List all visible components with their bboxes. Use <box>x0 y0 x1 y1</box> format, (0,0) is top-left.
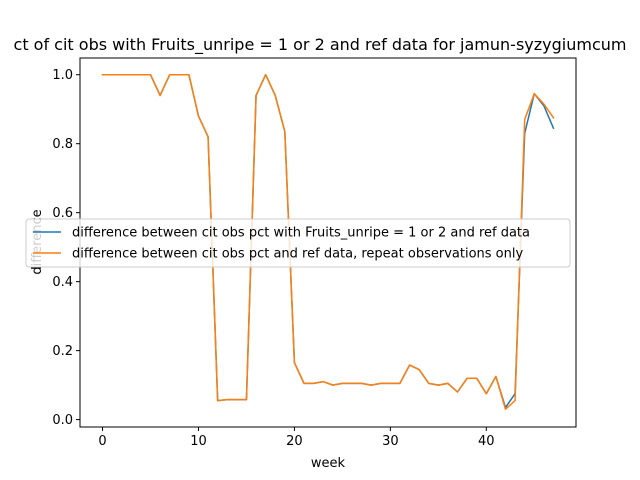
x-axis-label: week <box>311 456 346 471</box>
y-tick-label: 1.0 <box>52 68 73 83</box>
x-tick-label: 20 <box>286 434 303 449</box>
y-axis: 0.0 0.2 0.4 0.6 0.8 1.0 <box>52 68 80 428</box>
legend-box <box>25 218 571 268</box>
y-tick-label: 0.2 <box>52 344 73 359</box>
legend-label-series-1: difference between cit obs pct with Frui… <box>72 226 530 241</box>
x-axis: 0 10 20 30 40 <box>98 427 495 449</box>
x-tick-label: 0 <box>98 434 106 449</box>
x-tick-label: 40 <box>478 434 495 449</box>
series-lines <box>101 73 555 410</box>
y-tick-label: 0.6 <box>52 206 73 221</box>
y-tick-label: 0.4 <box>52 275 73 290</box>
x-tick-label: 10 <box>190 434 207 449</box>
legend-label-series-2: difference between cit obs pct and ref d… <box>72 247 523 262</box>
chart-title: ct of cit obs with Fruits_unripe = 1 or … <box>14 35 627 55</box>
series-line-2 <box>101 73 555 410</box>
y-tick-label: 0.8 <box>52 137 73 152</box>
legend: difference between cit obs pct with Frui… <box>25 218 571 268</box>
x-tick-label: 30 <box>382 434 399 449</box>
y-tick-label: 0.0 <box>52 413 73 428</box>
